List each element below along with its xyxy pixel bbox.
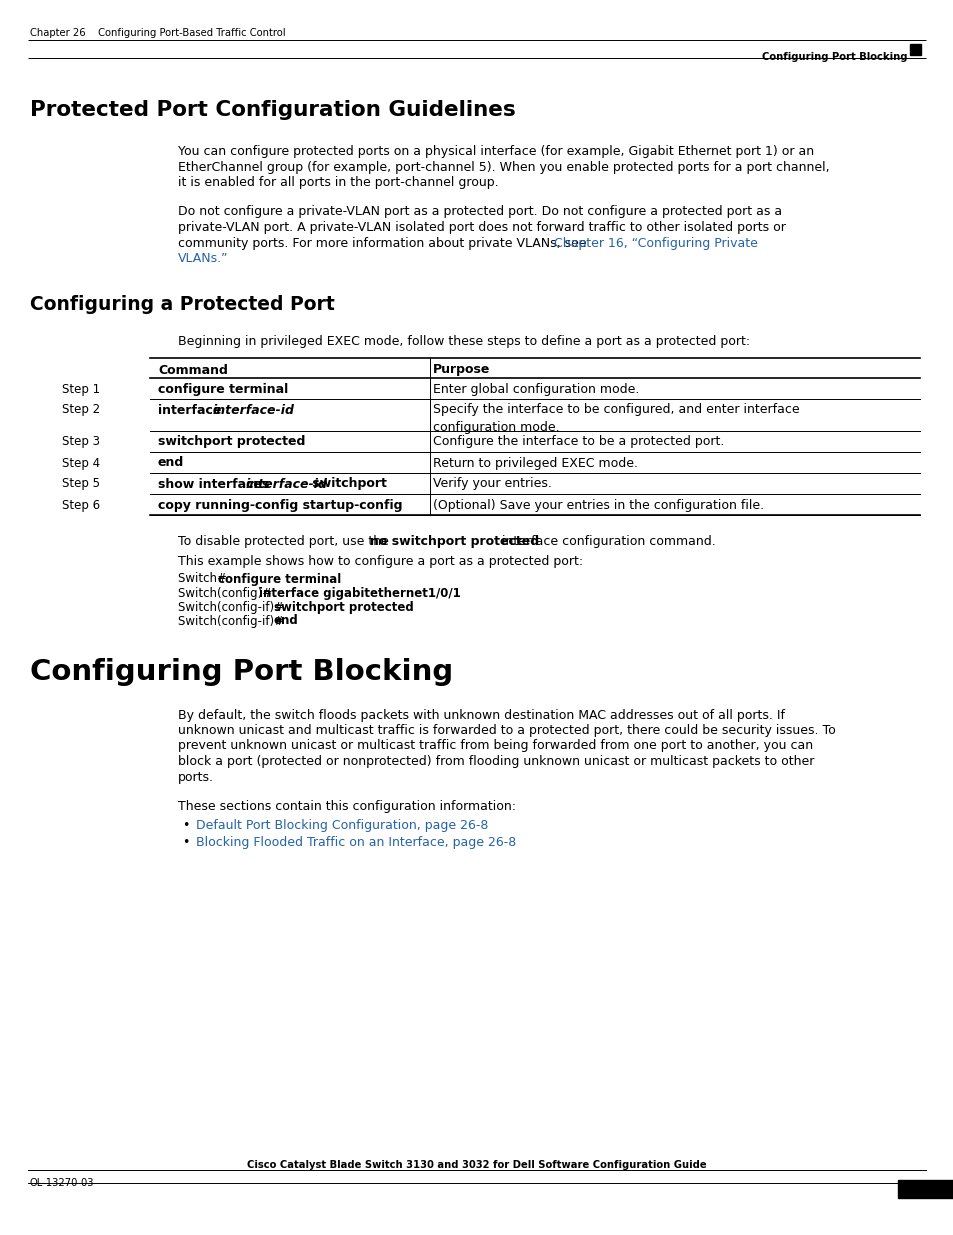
Text: show interfaces: show interfaces bbox=[158, 478, 274, 490]
Text: switchport: switchport bbox=[308, 478, 387, 490]
Text: EtherChannel group (for example, port-channel 5). When you enable protected port: EtherChannel group (for example, port-ch… bbox=[178, 161, 829, 173]
Text: interface gigabitethernet1/0/1: interface gigabitethernet1/0/1 bbox=[258, 587, 460, 599]
Text: Purpose: Purpose bbox=[433, 363, 490, 377]
Text: Switch(config)#: Switch(config)# bbox=[178, 587, 275, 599]
Text: Command: Command bbox=[158, 363, 228, 377]
Text: Step 2: Step 2 bbox=[62, 404, 100, 416]
Text: Step 6: Step 6 bbox=[62, 499, 100, 511]
Text: Step 1: Step 1 bbox=[62, 383, 100, 395]
Text: You can configure protected ports on a physical interface (for example, Gigabit : You can configure protected ports on a p… bbox=[178, 144, 813, 158]
Text: end: end bbox=[158, 457, 184, 469]
Text: Chapter 16, “Configuring Private: Chapter 16, “Configuring Private bbox=[554, 236, 757, 249]
Text: OL-13270-03: OL-13270-03 bbox=[30, 1178, 94, 1188]
Text: interface: interface bbox=[158, 404, 226, 416]
Text: Switch(config-if)#: Switch(config-if)# bbox=[178, 600, 288, 614]
Text: Switch#: Switch# bbox=[178, 573, 231, 585]
Bar bbox=[909, 44, 920, 56]
Text: end: end bbox=[274, 615, 298, 627]
Text: Verify your entries.: Verify your entries. bbox=[433, 478, 551, 490]
Text: Enter global configuration mode.: Enter global configuration mode. bbox=[433, 383, 639, 395]
Text: Blocking Flooded Traffic on an Interface, page 26-8: Blocking Flooded Traffic on an Interface… bbox=[195, 836, 516, 848]
Text: This example shows how to configure a port as a protected port:: This example shows how to configure a po… bbox=[178, 555, 582, 568]
Text: To disable protected port, use the: To disable protected port, use the bbox=[178, 535, 393, 547]
Text: it is enabled for all ports in the port-channel group.: it is enabled for all ports in the port-… bbox=[178, 177, 498, 189]
Text: Do not configure a private-VLAN port as a protected port. Do not configure a pro: Do not configure a private-VLAN port as … bbox=[178, 205, 781, 219]
Text: Switch(config-if)#: Switch(config-if)# bbox=[178, 615, 288, 627]
Text: ports.: ports. bbox=[178, 771, 213, 783]
Text: Step 3: Step 3 bbox=[62, 436, 100, 448]
Text: (Optional) Save your entries in the configuration file.: (Optional) Save your entries in the conf… bbox=[433, 499, 763, 511]
Text: interface configuration command.: interface configuration command. bbox=[497, 535, 715, 547]
Text: Configuring Port Blocking: Configuring Port Blocking bbox=[761, 52, 907, 62]
Text: interface-id: interface-id bbox=[213, 404, 294, 416]
Text: configure terminal: configure terminal bbox=[218, 573, 341, 585]
Text: VLANs.”: VLANs.” bbox=[178, 252, 229, 266]
Text: switchport protected: switchport protected bbox=[274, 600, 414, 614]
Text: switchport protected: switchport protected bbox=[158, 436, 305, 448]
Text: community ports. For more information about private VLANs, see: community ports. For more information ab… bbox=[178, 236, 590, 249]
Text: block a port (protected or nonprotected) from flooding unknown unicast or multic: block a port (protected or nonprotected)… bbox=[178, 755, 814, 768]
Text: These sections contain this configuration information:: These sections contain this configuratio… bbox=[178, 800, 516, 813]
Text: Configure the interface to be a protected port.: Configure the interface to be a protecte… bbox=[433, 436, 723, 448]
Text: private-VLAN port. A private-VLAN isolated port does not forward traffic to othe: private-VLAN port. A private-VLAN isolat… bbox=[178, 221, 785, 233]
Text: •: • bbox=[182, 819, 190, 832]
Text: Cisco Catalyst Blade Switch 3130 and 3032 for Dell Software Configuration Guide: Cisco Catalyst Blade Switch 3130 and 303… bbox=[247, 1160, 706, 1170]
Text: Return to privileged EXEC mode.: Return to privileged EXEC mode. bbox=[433, 457, 638, 469]
Text: Step 4: Step 4 bbox=[62, 457, 100, 469]
Text: Configuring Port Blocking: Configuring Port Blocking bbox=[30, 658, 453, 687]
Text: interface-id: interface-id bbox=[246, 478, 328, 490]
Text: •: • bbox=[182, 836, 190, 848]
Text: Configuring a Protected Port: Configuring a Protected Port bbox=[30, 295, 335, 315]
Text: Default Port Blocking Configuration, page 26-8: Default Port Blocking Configuration, pag… bbox=[195, 819, 488, 832]
Text: no switchport protected: no switchport protected bbox=[370, 535, 538, 547]
Text: prevent unknown unicast or multicast traffic from being forwarded from one port : prevent unknown unicast or multicast tra… bbox=[178, 740, 812, 752]
Text: Specify the interface to be configured, and enter interface
configuration mode.: Specify the interface to be configured, … bbox=[433, 404, 799, 433]
Text: Protected Port Configuration Guidelines: Protected Port Configuration Guidelines bbox=[30, 100, 516, 120]
Text: Step 5: Step 5 bbox=[62, 478, 100, 490]
Bar bbox=[897, 1179, 953, 1198]
Text: Chapter 26    Configuring Port-Based Traffic Control: Chapter 26 Configuring Port-Based Traffi… bbox=[30, 28, 285, 38]
Text: copy running-config startup-config: copy running-config startup-config bbox=[158, 499, 402, 511]
Text: 26-7: 26-7 bbox=[909, 1194, 941, 1207]
Text: configure terminal: configure terminal bbox=[158, 383, 288, 395]
Text: By default, the switch floods packets with unknown destination MAC addresses out: By default, the switch floods packets wi… bbox=[178, 709, 784, 721]
Text: unknown unicast and multicast traffic is forwarded to a protected port, there co: unknown unicast and multicast traffic is… bbox=[178, 724, 835, 737]
Text: Beginning in privileged EXEC mode, follow these steps to define a port as a prot: Beginning in privileged EXEC mode, follo… bbox=[178, 336, 749, 348]
